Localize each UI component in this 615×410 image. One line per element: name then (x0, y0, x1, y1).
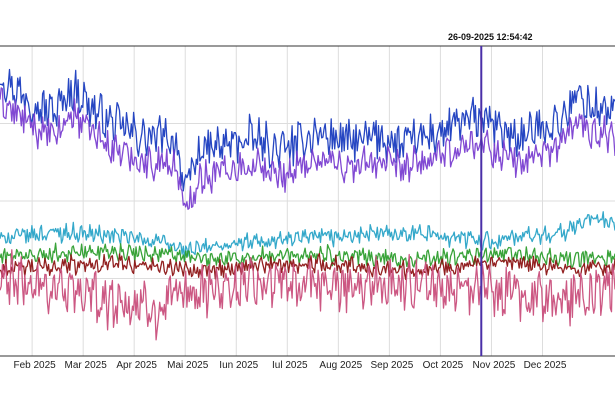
series-line-2 (0, 87, 615, 210)
series-line-3 (0, 211, 615, 261)
x-tick-label: Mai 2025 (167, 360, 209, 371)
time-cursor-label: 26-09-2025 12:54:42 (448, 32, 533, 42)
x-tick-label: Oct 2025 (423, 360, 464, 371)
grid (0, 46, 615, 356)
x-tick-label: Apr 2025 (116, 360, 157, 371)
x-tick-label: Nov 2025 (473, 360, 516, 371)
series-line-1 (0, 68, 615, 192)
x-tick-label: Iul 2025 (272, 360, 308, 371)
x-tick-label: Mar 2025 (65, 360, 108, 371)
series-line-6 (0, 249, 615, 341)
x-axis-ticks: Feb 2025 Mar 2025 Apr 2025 Mai 2025 Iun 2025… (13, 360, 566, 371)
x-tick-label: Feb 2025 (13, 360, 56, 371)
x-tick-label: Aug 2025 (319, 360, 362, 371)
x-tick-label: Dec 2025 (524, 360, 567, 371)
x-tick-label: Iun 2025 (219, 360, 258, 371)
x-tick-label: Sep 2025 (370, 360, 413, 371)
series-layer (0, 68, 615, 341)
series-line-5 (0, 252, 615, 281)
